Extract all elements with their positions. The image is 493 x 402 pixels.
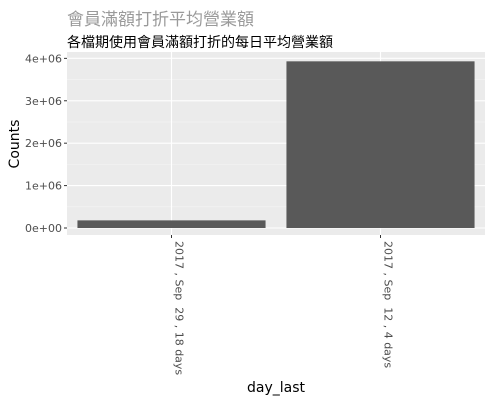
- y-tick-label: 2e+06: [25, 137, 62, 150]
- bar: [286, 61, 475, 228]
- chart-subtitle: 各檔期使用會員滿額打折的每日平均營業額: [67, 34, 333, 51]
- bars: [77, 61, 475, 228]
- x-tick-label: 2017 , Sep 29 , 18 days: [173, 241, 186, 375]
- y-tick-label: 0e+00: [25, 222, 62, 235]
- y-tick-label: 4e+06: [25, 52, 62, 65]
- chart-title: 會員滿額打折平均營業額: [67, 10, 254, 30]
- y-tick-label: 1e+06: [25, 180, 62, 193]
- axes: 0e+00 1e+06 2e+06 3e+06 4e+06 2017 , Sep 29 ,…: [25, 52, 394, 375]
- bar: [77, 220, 266, 228]
- x-tick-label: 2017 , Sep 12 , 4 days: [382, 241, 395, 368]
- x-axis-title: day_last: [247, 380, 306, 396]
- y-axis-title: Counts: [7, 120, 23, 169]
- y-tick-label: 3e+06: [25, 95, 62, 108]
